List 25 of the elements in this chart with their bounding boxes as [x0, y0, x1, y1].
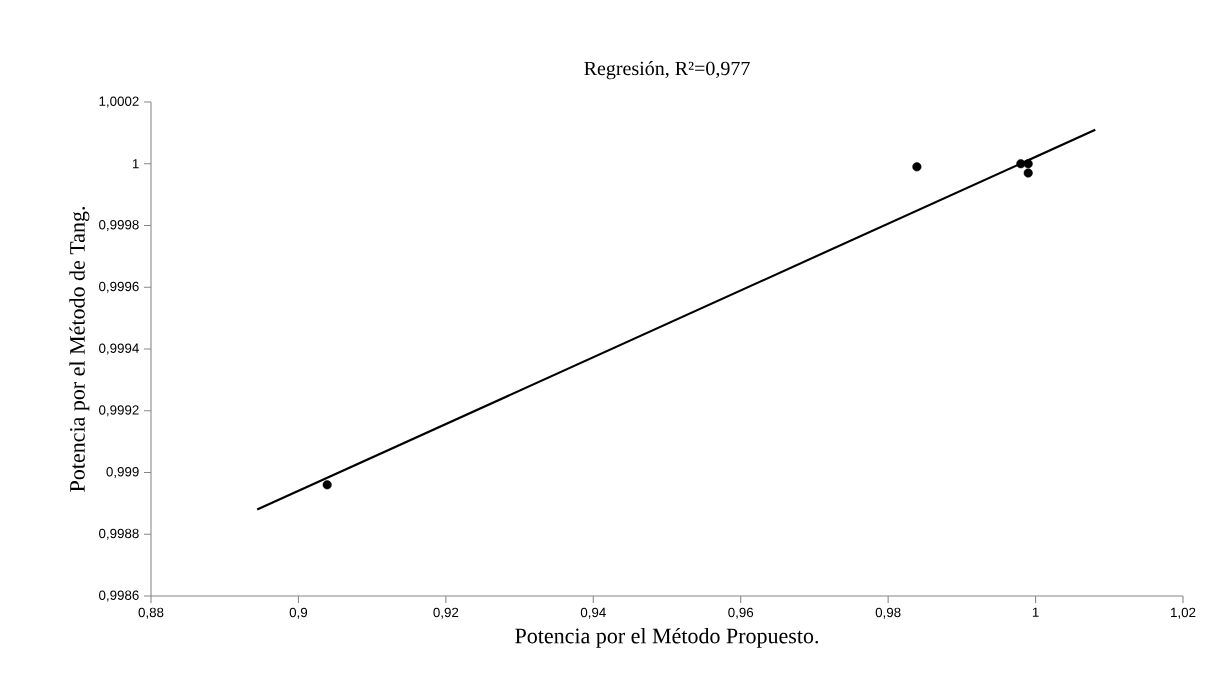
- x-tick-label: 1: [1032, 607, 1039, 617]
- point: [1023, 159, 1033, 169]
- y-tick-label: 1: [132, 159, 139, 169]
- x-tick-label: 1,02: [1171, 607, 1196, 619]
- x-tick-label: 0,96: [728, 607, 754, 619]
- y-tick-label: 1,0002: [99, 96, 139, 108]
- point: [322, 480, 332, 490]
- x-tick-label: 0,92: [433, 607, 459, 619]
- y-tick-label: 0,9994: [99, 343, 139, 355]
- y-tick-label: 0,9996: [99, 281, 139, 293]
- x-tick-label: 0,98: [875, 607, 901, 619]
- x-tick-label: 0,88: [138, 607, 164, 619]
- y-tick-label: 0,9992: [99, 405, 139, 417]
- y-tick-label: 0,9988: [99, 528, 139, 540]
- y-axis-title: Potencia por el Método de Tang.: [69, 206, 90, 492]
- chart-title: Regresión, R²=0,977: [584, 61, 750, 80]
- x-axis-title: Potencia por el Método Propuesto.: [515, 627, 819, 648]
- y-tick-label: 0,9998: [99, 219, 139, 232]
- y-tick-label: 0,9986: [99, 590, 139, 602]
- x-tick-label: 0,94: [580, 607, 606, 619]
- point: [912, 162, 922, 172]
- point: [1016, 159, 1026, 169]
- y-tick-label: 0,999: [106, 466, 139, 479]
- point: [1023, 168, 1033, 178]
- x-tick-label: 0,9: [289, 607, 308, 619]
